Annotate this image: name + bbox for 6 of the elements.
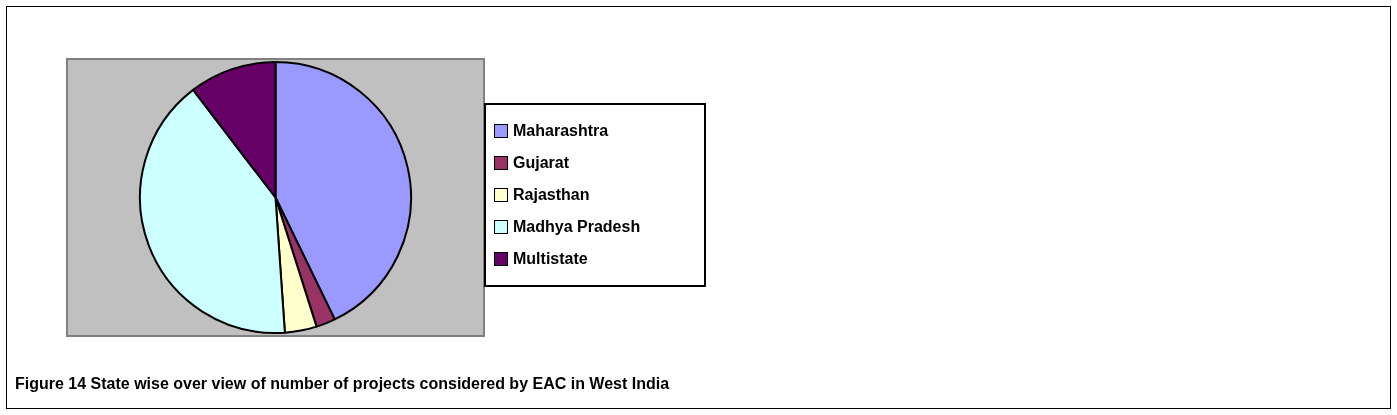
text: Figure 14 State wise over view of number of projects considered by EAC in West India — [15, 375, 670, 393]
legend-label: Maharashtra — [513, 122, 609, 140]
legend-label: Multistate — [513, 250, 588, 268]
legend-label: Gujarat — [513, 154, 570, 172]
legend-label: Madhya Pradesh — [513, 218, 641, 236]
legend-label: Rajasthan — [513, 186, 590, 204]
